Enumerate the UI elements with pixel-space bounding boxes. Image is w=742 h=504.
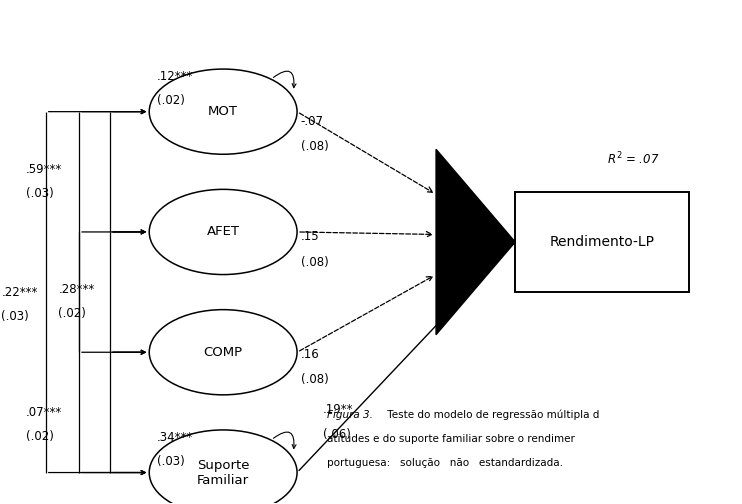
Text: .16: .16 [301,348,320,361]
Polygon shape [436,149,515,335]
Text: COMP: COMP [203,346,243,359]
Text: (.08): (.08) [301,140,329,153]
Text: MOT: MOT [209,105,238,118]
Text: .59***: .59*** [26,163,62,176]
Text: (.06): (.06) [323,428,351,442]
Text: Teste do modelo de regressão múltipla d: Teste do modelo de regressão múltipla d [384,410,600,420]
Text: (.03): (.03) [1,309,29,323]
Text: .15: .15 [301,230,319,243]
Text: (.02): (.02) [157,94,185,107]
Text: .07***: .07*** [26,406,62,419]
Text: (.08): (.08) [301,256,329,269]
Text: atitudes e do suporte familiar sobre o rendimer: atitudes e do suporte familiar sobre o r… [326,434,574,444]
Text: (.03): (.03) [157,455,184,468]
Text: .12***: .12*** [157,70,193,83]
FancyArrowPatch shape [273,432,296,449]
Text: Suporte
Familiar: Suporte Familiar [197,459,249,486]
Text: Figura 3.: Figura 3. [326,410,372,420]
Text: .34***: .34*** [157,431,193,444]
Text: portuguesa:   solução   não   estandardizada.: portuguesa: solução não estandardizada. [326,458,562,468]
FancyArrowPatch shape [273,71,296,88]
Text: (.02): (.02) [59,307,86,320]
Text: (.03): (.03) [26,187,53,200]
Text: AFET: AFET [207,225,240,238]
Text: (.02): (.02) [26,430,53,443]
Text: -.07: -.07 [301,115,324,128]
Text: Rendimento-LP: Rendimento-LP [550,235,654,249]
Text: .22***: .22*** [1,286,38,298]
Text: .28***: .28*** [59,283,94,296]
Text: .19**: .19** [323,403,353,416]
Text: (.08): (.08) [301,373,329,386]
Text: $R^2$ = .07: $R^2$ = .07 [607,151,660,167]
